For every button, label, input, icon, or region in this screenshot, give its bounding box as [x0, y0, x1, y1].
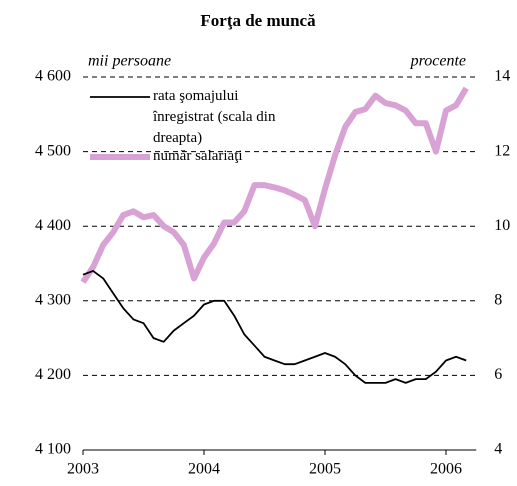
y2-tick-label: 6: [494, 366, 502, 383]
y2-tick-label: 14: [494, 68, 510, 85]
y-tick-label: 4 500: [35, 142, 71, 159]
y2-tick-label: 12: [494, 142, 510, 159]
legend-label: rata şomajului înregistrat (scala din dr…: [153, 88, 276, 146]
y2-tick-label: 8: [494, 291, 502, 308]
y2-axis-label: procente: [410, 53, 466, 70]
x-tick-label: 2004: [188, 461, 220, 478]
legend-label: număr salariaţi: [153, 148, 243, 164]
y-tick-label: 4 600: [35, 68, 71, 85]
y-tick-label: 4 300: [35, 291, 71, 308]
y-tick-label: 4 400: [35, 217, 71, 234]
chart-title: Forţa de muncă: [200, 11, 316, 30]
series-line: [80, 86, 469, 284]
x-tick-label: 2006: [430, 461, 462, 478]
legend-entry: rata şomajului înregistrat (scala din dr…: [153, 88, 276, 146]
y2-tick-label: 10: [494, 217, 510, 234]
x-tick-label: 2003: [67, 461, 99, 478]
series-line: [82, 270, 467, 384]
y2-tick-label: 4: [494, 441, 502, 458]
y-tick-label: 4 100: [35, 441, 71, 458]
x-tick-label: 2005: [309, 461, 341, 478]
y-axis-label: mii persoane: [88, 53, 171, 70]
y-tick-label: 4 200: [35, 366, 71, 383]
legend-entry: număr salariaţi: [153, 148, 243, 164]
